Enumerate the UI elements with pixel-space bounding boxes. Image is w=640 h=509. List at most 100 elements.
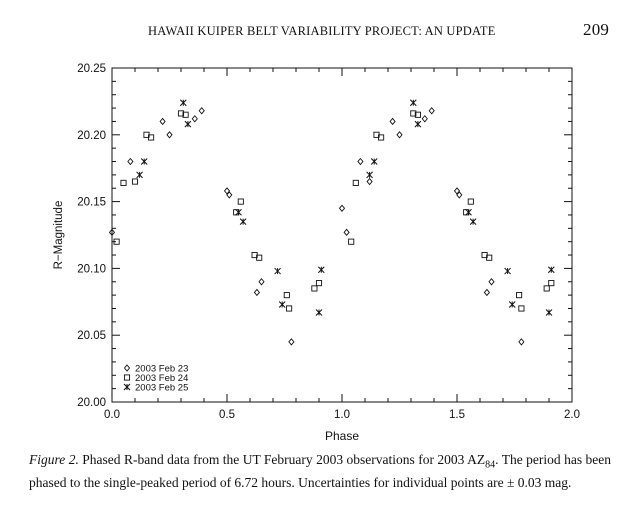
data-point-diamond bbox=[453, 187, 461, 195]
square-shape bbox=[378, 134, 385, 141]
data-point-asterisk bbox=[366, 171, 373, 179]
legend-marker-diamond bbox=[123, 364, 131, 372]
diamond-shape bbox=[396, 131, 403, 139]
data-point-diamond bbox=[226, 191, 233, 199]
diamond-shape bbox=[518, 338, 525, 346]
diamond-shape bbox=[191, 115, 198, 123]
square-shape bbox=[131, 178, 139, 185]
data-point-square bbox=[237, 198, 244, 205]
square-shape bbox=[237, 198, 244, 205]
figure-caption: Figure 2. Phased R-band data from the UT… bbox=[29, 451, 611, 491]
data-point-square bbox=[516, 292, 523, 299]
data-point-square bbox=[120, 179, 127, 186]
data-point-diamond bbox=[198, 107, 205, 115]
diamond-shape bbox=[258, 278, 265, 286]
data-point-square bbox=[348, 238, 355, 245]
x-tick-label: 0.5 bbox=[219, 409, 235, 421]
data-point-diamond bbox=[483, 288, 490, 297]
square-shape bbox=[410, 110, 417, 117]
data-point-diamond bbox=[338, 204, 346, 212]
data-point-diamond bbox=[396, 131, 403, 139]
data-point-square bbox=[131, 178, 139, 185]
data-point-square bbox=[182, 111, 189, 118]
data-point-square bbox=[177, 110, 185, 117]
diamond-shape bbox=[223, 187, 231, 195]
data-point-square bbox=[467, 198, 474, 205]
diamond-shape bbox=[456, 191, 463, 199]
square-shape bbox=[120, 179, 127, 186]
diamond-shape bbox=[389, 117, 396, 126]
x-axis-tick-labels: 0.0 0.5 1.0 1.5 2.0 bbox=[104, 409, 580, 421]
diamond-shape bbox=[108, 228, 116, 237]
legend-entry: 2003 Feb 25 bbox=[135, 383, 188, 394]
data-point-square bbox=[352, 179, 359, 186]
data-point-asterisk bbox=[508, 301, 516, 308]
y-axis-label: R−Magnitude bbox=[53, 201, 65, 270]
data-point-diamond bbox=[253, 288, 260, 297]
square-shape bbox=[348, 238, 355, 245]
square-shape bbox=[414, 111, 421, 118]
square-shape bbox=[256, 254, 263, 261]
series-diamond bbox=[108, 107, 525, 346]
data-point-asterisk bbox=[414, 120, 422, 128]
data-point-asterisk bbox=[235, 208, 242, 216]
diamond-shape bbox=[226, 191, 233, 199]
data-point-square bbox=[486, 254, 493, 261]
data-point-asterisk bbox=[179, 99, 187, 107]
data-point-square bbox=[410, 110, 417, 117]
diamond-shape bbox=[288, 338, 295, 346]
data-point-diamond bbox=[258, 278, 265, 286]
caption-text-start: Phased R-band data from the UT February … bbox=[82, 452, 486, 467]
square-shape bbox=[548, 280, 555, 287]
running-title: HAWAII KUIPER BELT VARIABILITY PROJECT: … bbox=[148, 24, 496, 38]
x-axis-ticks bbox=[111, 68, 573, 402]
plot-area-border bbox=[111, 67, 573, 403]
data-point-diamond bbox=[343, 228, 350, 237]
data-point-asterisk bbox=[465, 208, 472, 216]
square-shape bbox=[113, 238, 120, 245]
diamond-shape bbox=[343, 228, 350, 237]
figure-label: Figure 2. bbox=[29, 452, 79, 467]
data-point-asterisk bbox=[469, 218, 477, 225]
data-point-asterisk bbox=[317, 266, 325, 274]
legend-marker-square bbox=[123, 374, 131, 381]
diamond-shape bbox=[127, 157, 134, 166]
data-point-diamond bbox=[456, 191, 463, 199]
square-shape bbox=[177, 110, 185, 117]
square-shape bbox=[283, 292, 290, 299]
x-tick-label: 1.0 bbox=[334, 409, 350, 421]
square-shape bbox=[148, 134, 155, 141]
diamond-shape bbox=[253, 288, 260, 297]
data-point-square bbox=[543, 285, 550, 292]
data-point-diamond bbox=[428, 107, 435, 115]
y-tick-label: 20.20 bbox=[77, 130, 106, 142]
page-number: 209 bbox=[583, 20, 610, 39]
caption-text-end: . The period has been phased to the sing… bbox=[29, 452, 612, 490]
data-point-asterisk bbox=[278, 301, 286, 308]
data-point-square bbox=[518, 305, 525, 312]
data-point-square bbox=[113, 238, 120, 245]
diamond-shape bbox=[366, 177, 373, 186]
square-shape bbox=[543, 285, 550, 292]
data-point-asterisk bbox=[504, 267, 511, 275]
data-point-square bbox=[378, 134, 385, 141]
x-tick-label: 1.5 bbox=[449, 409, 465, 421]
data-point-diamond bbox=[159, 117, 166, 126]
data-point-diamond bbox=[421, 115, 428, 123]
diamond-shape bbox=[338, 204, 346, 212]
data-point-diamond bbox=[108, 228, 116, 237]
data-points bbox=[108, 99, 555, 346]
data-point-diamond bbox=[389, 117, 396, 126]
legend-entry: 2003 Feb 23 bbox=[135, 364, 188, 375]
data-point-square bbox=[286, 305, 293, 312]
diamond-shape bbox=[483, 288, 490, 297]
diamond-shape bbox=[198, 107, 205, 115]
diamond-shape bbox=[159, 117, 166, 126]
data-point-asterisk bbox=[547, 266, 555, 274]
square-shape bbox=[518, 305, 525, 312]
diamond-shape bbox=[166, 131, 173, 139]
data-point-diamond bbox=[191, 115, 198, 123]
square-shape bbox=[352, 179, 359, 186]
data-point-square bbox=[548, 280, 555, 287]
